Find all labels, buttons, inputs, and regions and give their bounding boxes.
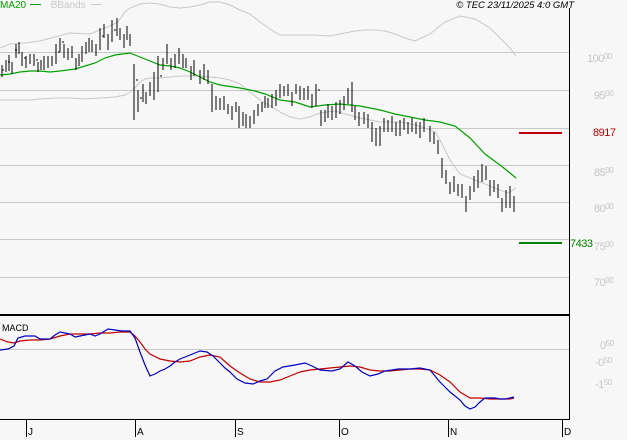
- copyright-text: © TEC 23/11/2025 4:0 GMT: [456, 0, 574, 11]
- support-label: 7433: [570, 238, 593, 250]
- y-tick-7500: 7500: [594, 240, 614, 253]
- y-tick-8500: 8500: [594, 166, 614, 179]
- x-label-jul: J: [28, 427, 33, 438]
- x-ticks: [26, 420, 563, 437]
- macd-tick-neg-1-50: -150: [595, 378, 612, 391]
- bband-upper: [0, 1, 517, 57]
- x-label-dec: D: [564, 427, 572, 438]
- y-tick-7000: 7000: [594, 276, 614, 289]
- price-gridlines: [0, 52, 569, 278]
- macd-title: MACD: [2, 323, 29, 333]
- ma20-line: [0, 52, 517, 179]
- y-tick-10000: 10000: [587, 52, 612, 65]
- macd-tick-neg-0-50: -050: [595, 356, 612, 369]
- chart-legend: MA20 BBands: [0, 0, 102, 12]
- x-label-aug: A: [137, 427, 144, 438]
- y-tick-8000: 8000: [594, 202, 614, 215]
- x-label-nov: N: [450, 427, 458, 438]
- x-label-sep: S: [237, 427, 244, 438]
- bband-lower: [0, 75, 517, 194]
- macd-tick-0-50: 050: [600, 339, 614, 352]
- macd-signal-line: [0, 331, 515, 400]
- legend-bbands: BBands: [50, 0, 86, 11]
- price-bars: [1, 18, 515, 212]
- resistance-label: 8917: [593, 127, 616, 139]
- legend-bbands-swatch: [90, 4, 102, 5]
- legend-ma20-swatch: [29, 4, 41, 5]
- y-tick-9500: 9500: [594, 89, 614, 102]
- macd-line: [0, 328, 515, 410]
- legend-ma20: MA20: [0, 0, 27, 11]
- x-label-oct: O: [341, 427, 349, 438]
